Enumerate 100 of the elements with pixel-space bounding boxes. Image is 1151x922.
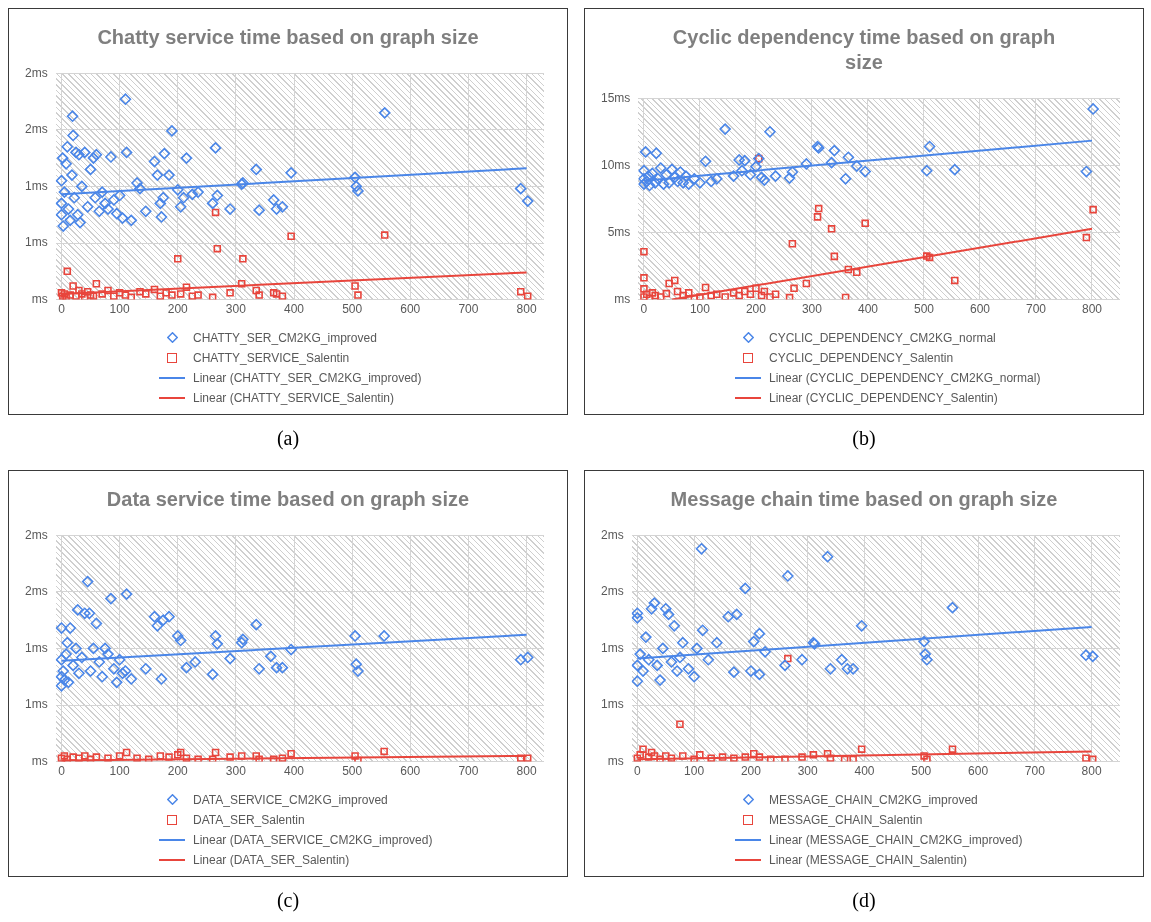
x-tick-label: 800 xyxy=(516,302,537,317)
point xyxy=(925,253,934,262)
x-tick-label: 100 xyxy=(109,764,130,779)
point xyxy=(813,213,822,221)
point xyxy=(173,255,182,263)
legend-label: CHATTY_SERVICE_Salentin xyxy=(193,351,350,365)
point xyxy=(741,753,750,761)
point xyxy=(759,646,771,658)
point xyxy=(89,292,98,300)
x-tick-label: 100 xyxy=(689,302,711,317)
x-tick-label: 100 xyxy=(684,764,705,779)
chart-title: Chatty service time based on graph size xyxy=(96,25,480,50)
legend-label: Linear (DATA_SER_Salentin) xyxy=(193,853,350,867)
point xyxy=(779,659,791,672)
y-tick-label: 2ms xyxy=(25,527,48,542)
point xyxy=(948,745,957,753)
x-tick-label: 200 xyxy=(167,302,189,317)
legend-label: Linear (DATA_SERVICE_CM2KG_improved) xyxy=(193,833,433,847)
legend-label: CYCLIC_DEPENDENCY_CM2KG_normal xyxy=(769,331,996,345)
point xyxy=(712,290,721,298)
legend-label: CHATTY_SER_CM2KG_improved xyxy=(193,331,377,345)
point xyxy=(722,610,734,623)
point xyxy=(727,170,740,182)
x-tick-label: 500 xyxy=(342,302,363,317)
x-tick-label: 500 xyxy=(342,764,363,779)
point xyxy=(674,166,687,178)
point xyxy=(736,164,748,177)
point xyxy=(631,607,644,620)
point xyxy=(802,279,811,288)
point xyxy=(665,656,678,668)
x-tick-label: 500 xyxy=(913,302,935,317)
point xyxy=(182,283,191,291)
point xyxy=(784,654,792,663)
point xyxy=(733,154,745,166)
point xyxy=(668,619,681,632)
chart-title: Message chain time based on graph size xyxy=(669,487,1059,512)
point xyxy=(800,158,813,170)
point xyxy=(662,289,671,298)
point xyxy=(701,283,710,292)
text: (a) xyxy=(275,427,301,450)
chart-title: Cyclic dependency time based on graph size xyxy=(671,25,1057,75)
point xyxy=(921,653,933,666)
point xyxy=(842,151,855,164)
y-tick-label: 1ms xyxy=(601,697,624,712)
legend-label: Linear (CHATTY_SERVICE_Salentin) xyxy=(193,391,394,405)
point xyxy=(83,287,92,296)
y-tick-label: ms xyxy=(31,753,48,768)
point xyxy=(857,745,866,753)
point xyxy=(707,754,715,762)
y-tick-label: 5ms xyxy=(607,224,631,239)
point xyxy=(278,292,287,300)
point xyxy=(755,753,764,761)
point xyxy=(188,292,197,300)
point xyxy=(738,154,751,167)
point xyxy=(682,178,695,190)
point xyxy=(69,282,77,290)
x-tick-label: 600 xyxy=(400,302,421,317)
legend-label: MESSAGE_CHAIN_CM2KG_improved xyxy=(769,793,978,807)
x-tick-label: 800 xyxy=(516,764,537,779)
point xyxy=(631,659,644,672)
x-tick-label: 200 xyxy=(745,302,767,317)
point xyxy=(695,542,708,555)
point xyxy=(354,291,362,299)
point xyxy=(636,751,644,759)
point xyxy=(739,582,752,595)
point xyxy=(718,753,727,761)
point xyxy=(951,276,959,285)
x-tick-label: 700 xyxy=(1024,764,1046,779)
point xyxy=(841,662,854,675)
point xyxy=(57,289,66,297)
y-tick-label: ms xyxy=(31,291,48,306)
point xyxy=(809,751,818,759)
point xyxy=(92,279,101,288)
point xyxy=(637,665,649,677)
point xyxy=(835,653,848,666)
point xyxy=(269,289,278,297)
point xyxy=(639,745,647,753)
y-tick-label: 15ms xyxy=(601,90,631,105)
point xyxy=(744,168,757,181)
point xyxy=(699,155,712,168)
y-tick-label: 2ms xyxy=(25,584,48,599)
point xyxy=(654,162,667,174)
point xyxy=(705,175,717,188)
point xyxy=(752,284,760,293)
point xyxy=(923,140,936,153)
point xyxy=(814,204,823,213)
y-tick-label: 1ms xyxy=(25,697,48,712)
point xyxy=(849,755,857,762)
point xyxy=(1080,649,1092,661)
point xyxy=(651,659,664,672)
point xyxy=(798,753,806,761)
point xyxy=(670,276,679,285)
point xyxy=(142,290,150,298)
point xyxy=(702,653,715,666)
point xyxy=(923,252,931,260)
point xyxy=(853,268,861,277)
point xyxy=(252,286,260,295)
point xyxy=(104,286,112,295)
point xyxy=(750,160,762,173)
point xyxy=(920,164,933,177)
